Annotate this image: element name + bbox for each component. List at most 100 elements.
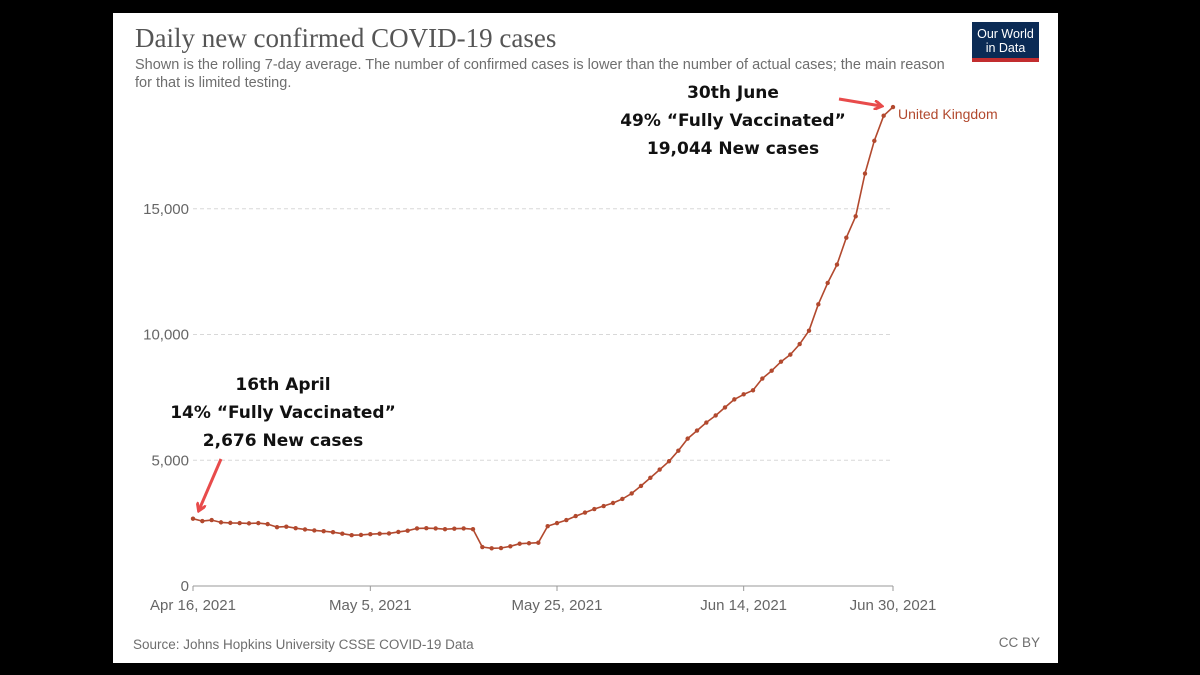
- data-point[interactable]: [218, 520, 224, 525]
- data-point[interactable]: [330, 529, 336, 535]
- annotation-end-cases: 19,044 New cases: [647, 139, 819, 159]
- logo-line-1: Our World: [977, 27, 1034, 41]
- data-point[interactable]: [405, 528, 410, 533]
- data-point[interactable]: [657, 467, 662, 472]
- data-point[interactable]: [760, 376, 765, 381]
- data-point[interactable]: [573, 513, 578, 519]
- data-point[interactable]: [265, 521, 270, 527]
- data-point[interactable]: [274, 524, 280, 530]
- data-point[interactable]: [666, 459, 672, 464]
- data-point[interactable]: [741, 392, 746, 397]
- data-point[interactable]: [200, 518, 205, 524]
- data-point[interactable]: [554, 520, 560, 526]
- chart-subtitle: Shown is the rolling 7-day average. The …: [135, 57, 945, 91]
- line-chart: 0 5,000 10,000 15,000 Apr 16, 2021 May 5, 202…: [143, 83, 998, 614]
- data-point[interactable]: [806, 328, 812, 333]
- data-point[interactable]: [340, 531, 345, 536]
- data-point[interactable]: [872, 138, 877, 144]
- x-tick-label: May 25, 2021: [512, 597, 603, 614]
- annotation-start-vaccinated: 14% “Fully Vaccinated”: [170, 403, 396, 423]
- data-point[interactable]: [704, 420, 709, 425]
- data-point[interactable]: [433, 526, 438, 531]
- data-point[interactable]: [470, 526, 476, 532]
- annotation-end-date: 30th June: [687, 83, 779, 103]
- data-point[interactable]: [209, 517, 214, 523]
- data-point[interactable]: [358, 532, 364, 538]
- series-line[interactable]: [192, 106, 894, 550]
- y-tick-label: 10,000: [143, 327, 189, 344]
- data-point[interactable]: [312, 528, 317, 533]
- source-note: Source: Johns Hopkins University CSSE CO…: [133, 637, 474, 652]
- x-tick-label: May 5, 2021: [329, 597, 412, 614]
- data-point[interactable]: [853, 214, 858, 219]
- license-link[interactable]: CC BY: [998, 635, 1040, 650]
- x-tick-label: Jun 14, 2021: [700, 597, 787, 614]
- data-point[interactable]: [685, 436, 690, 441]
- data-point[interactable]: [386, 531, 392, 536]
- data-point[interactable]: [769, 368, 774, 373]
- logo-line-2: in Data: [985, 41, 1026, 55]
- data-point[interactable]: [442, 526, 448, 532]
- x-tick-label: Jun 30, 2021: [850, 597, 937, 614]
- data-point[interactable]: [452, 526, 457, 531]
- data-point[interactable]: [349, 532, 354, 538]
- y-tick-label: 15,000: [143, 201, 189, 218]
- data-point[interactable]: [564, 517, 569, 523]
- data-point[interactable]: [825, 280, 830, 286]
- data-point[interactable]: [732, 397, 737, 402]
- data-point[interactable]: [246, 521, 252, 526]
- data-point[interactable]: [396, 529, 401, 535]
- data-point[interactable]: [694, 428, 700, 433]
- data-point[interactable]: [750, 388, 756, 393]
- data-point[interactable]: [498, 545, 504, 551]
- data-point[interactable]: [293, 525, 298, 531]
- data-point[interactable]: [489, 546, 494, 551]
- data-point[interactable]: [321, 528, 326, 534]
- data-point[interactable]: [862, 171, 868, 176]
- data-point[interactable]: [834, 262, 840, 267]
- data-point[interactable]: [638, 483, 644, 489]
- y-tick-label: 5,000: [151, 452, 189, 469]
- chart-card: Daily new confirmed COVID-19 cases Shown…: [113, 13, 1058, 663]
- data-point[interactable]: [620, 496, 625, 502]
- axes: 0 5,000 10,000 15,000 Apr 16, 2021 May 5, 202…: [143, 201, 936, 614]
- data-point[interactable]: [592, 506, 597, 512]
- data-point[interactable]: [844, 235, 849, 240]
- data-point[interactable]: [536, 540, 541, 545]
- data-point[interactable]: [778, 359, 784, 364]
- data-point[interactable]: [237, 520, 242, 526]
- data-point[interactable]: [648, 475, 653, 481]
- data-point[interactable]: [461, 526, 466, 531]
- data-point[interactable]: [816, 302, 821, 307]
- data-point[interactable]: [713, 413, 718, 418]
- x-tick-label: Apr 16, 2021: [150, 597, 236, 614]
- series-label-united-kingdom[interactable]: United Kingdom: [898, 106, 998, 122]
- data-point[interactable]: [480, 544, 485, 550]
- data-point[interactable]: [545, 523, 550, 529]
- annotation-start: 16th April 14% “Fully Vaccinated” 2,676 …: [170, 375, 396, 510]
- data-point[interactable]: [284, 524, 289, 529]
- data-point[interactable]: [582, 510, 588, 515]
- data-point[interactable]: [228, 520, 233, 526]
- data-point[interactable]: [881, 113, 886, 118]
- data-point[interactable]: [610, 500, 616, 506]
- data-point[interactable]: [797, 341, 802, 347]
- data-point[interactable]: [256, 520, 261, 526]
- data-point[interactable]: [414, 526, 420, 531]
- data-point[interactable]: [377, 531, 382, 536]
- gridlines: [193, 208, 893, 461]
- data-point[interactable]: [508, 544, 513, 549]
- data-point[interactable]: [526, 541, 532, 546]
- data-point[interactable]: [302, 527, 308, 532]
- data-point[interactable]: [722, 405, 728, 410]
- owid-logo[interactable]: Our World in Data: [972, 22, 1039, 62]
- data-point[interactable]: [368, 531, 373, 537]
- data-point[interactable]: [517, 541, 522, 546]
- data-point[interactable]: [424, 525, 429, 531]
- data-point[interactable]: [676, 448, 681, 453]
- data-point[interactable]: [629, 491, 634, 496]
- data-point[interactable]: [788, 352, 793, 357]
- data-point[interactable]: [601, 503, 606, 509]
- data-point[interactable]: [890, 104, 896, 110]
- data-point[interactable]: [190, 516, 196, 521]
